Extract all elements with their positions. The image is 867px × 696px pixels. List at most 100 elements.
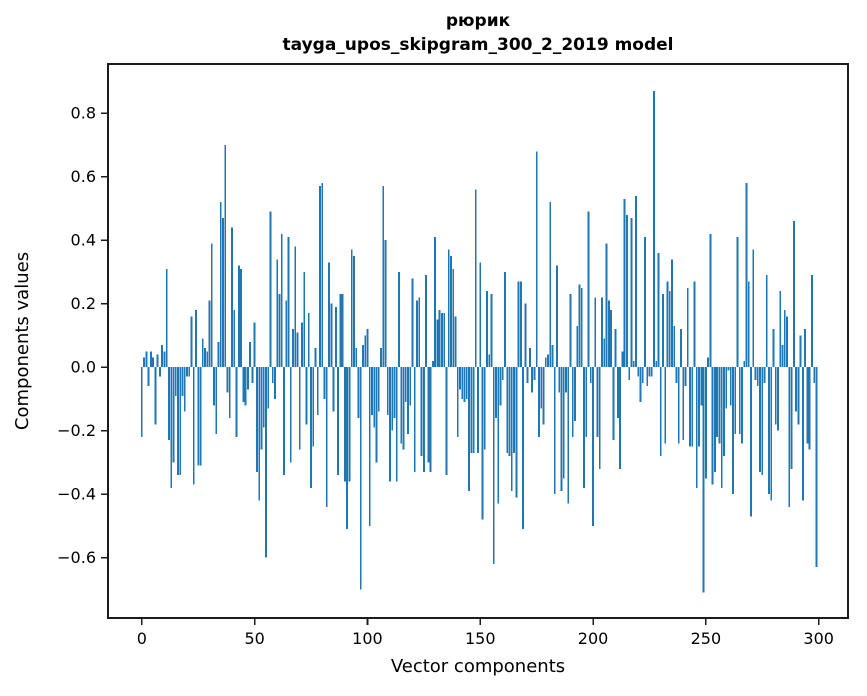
bar [510,367,513,492]
bar [759,367,761,472]
bar [583,367,585,488]
bar [470,367,473,453]
bar [610,310,613,368]
bar [235,367,238,438]
bar [373,367,376,428]
bar [337,367,340,476]
bar [644,237,646,368]
bar [237,265,240,368]
bar [413,367,416,472]
x-tick-label: 150 [465,629,496,648]
bar [332,367,335,412]
bar [684,367,687,387]
bar [362,344,364,368]
bar [535,151,538,368]
bar [206,351,209,368]
bar [359,367,362,590]
bar [702,367,705,593]
bar [630,217,633,368]
bar [267,367,270,409]
bar [700,367,703,406]
bar [756,367,759,387]
bar [560,367,563,492]
bar [763,367,766,384]
bar [623,198,626,368]
bar [143,357,145,368]
y-tick-label: −0.2 [57,421,96,440]
bar [551,344,554,368]
chart-title-line1: рюрик [446,11,511,31]
bar [801,367,804,501]
bar [301,322,303,368]
bar [210,243,213,368]
bar [540,367,543,409]
bar [804,329,807,368]
bar [743,360,746,368]
bar [192,367,195,485]
bar [605,243,608,368]
bar [350,249,353,368]
bar [287,237,290,368]
bar [183,367,186,412]
bar [400,367,403,444]
bar [592,367,594,526]
bar [657,252,660,368]
bar [713,367,716,472]
bar [517,281,520,368]
bar [172,367,175,463]
bar [314,348,317,368]
bar [465,367,468,399]
bar [806,367,809,444]
bar [312,367,315,447]
bar [479,262,482,368]
bar [447,249,450,368]
y-tick-label: −0.4 [57,485,96,504]
bar [508,367,511,457]
bar [181,367,184,396]
bar [732,367,734,495]
bar [199,367,202,466]
bar [754,367,757,380]
bar [547,354,549,368]
bar [783,310,786,368]
bar [786,316,788,368]
bar [386,367,389,415]
bar [655,360,658,368]
bar [718,367,721,444]
bar [515,367,518,498]
bar [639,367,642,403]
bar [204,348,206,368]
bar [452,268,455,368]
bar [233,310,236,368]
bar [488,354,491,368]
bar [156,354,159,368]
bar [420,367,423,457]
bar [341,294,344,368]
bar [427,367,430,463]
bar [680,329,682,368]
bar [213,367,215,406]
bar [186,367,188,377]
bar [276,259,279,368]
bar [716,367,719,438]
bar [635,195,637,368]
x-tick-label: 0 [137,629,147,648]
bar [659,367,662,457]
bar [598,367,601,469]
bar [723,367,725,457]
bar [556,265,558,368]
bar [813,367,816,384]
bar [709,233,712,368]
bar [795,367,798,412]
bar [632,360,635,368]
bar [650,367,653,377]
bar [499,367,502,406]
bar [587,211,590,368]
bar [725,367,728,409]
bar [179,367,182,476]
bar [637,367,640,377]
bar [319,186,321,368]
bar [258,367,261,501]
x-axis-label: Vector components [391,656,565,677]
